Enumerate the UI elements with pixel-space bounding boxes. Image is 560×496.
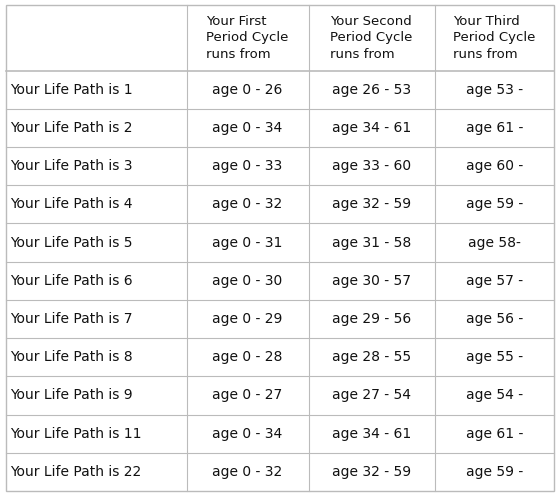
Text: age 59 -: age 59 - — [466, 465, 523, 479]
Text: Your Life Path is 7: Your Life Path is 7 — [10, 312, 133, 326]
Text: age 56 -: age 56 - — [466, 312, 523, 326]
Text: age 0 - 31: age 0 - 31 — [212, 236, 283, 249]
Text: Your Third
Period Cycle
runs from: Your Third Period Cycle runs from — [454, 15, 536, 61]
Text: age 31 - 58: age 31 - 58 — [332, 236, 411, 249]
Text: Your Life Path is 8: Your Life Path is 8 — [10, 350, 133, 364]
Text: age 0 - 34: age 0 - 34 — [212, 121, 283, 135]
Text: age 29 - 56: age 29 - 56 — [332, 312, 411, 326]
Text: age 59 -: age 59 - — [466, 197, 523, 211]
Text: age 0 - 27: age 0 - 27 — [212, 388, 283, 402]
Text: Your First
Period Cycle
runs from: Your First Period Cycle runs from — [207, 15, 289, 61]
Text: age 34 - 61: age 34 - 61 — [332, 427, 411, 441]
Text: Your Life Path is 6: Your Life Path is 6 — [10, 274, 133, 288]
Text: age 32 - 59: age 32 - 59 — [332, 465, 411, 479]
Text: Your Life Path is 4: Your Life Path is 4 — [10, 197, 133, 211]
Text: age 61 -: age 61 - — [466, 427, 523, 441]
Text: age 0 - 32: age 0 - 32 — [212, 465, 283, 479]
Text: age 57 -: age 57 - — [466, 274, 523, 288]
Text: Your Second
Period Cycle
runs from: Your Second Period Cycle runs from — [330, 15, 413, 61]
Text: age 27 - 54: age 27 - 54 — [332, 388, 411, 402]
Text: age 58-: age 58- — [468, 236, 521, 249]
Text: age 0 - 29: age 0 - 29 — [212, 312, 283, 326]
Text: age 61 -: age 61 - — [466, 121, 523, 135]
Text: Your Life Path is 9: Your Life Path is 9 — [10, 388, 133, 402]
Text: age 28 - 55: age 28 - 55 — [332, 350, 411, 364]
Text: age 34 - 61: age 34 - 61 — [332, 121, 411, 135]
Text: age 55 -: age 55 - — [466, 350, 523, 364]
Text: age 0 - 26: age 0 - 26 — [212, 83, 283, 97]
Text: age 32 - 59: age 32 - 59 — [332, 197, 411, 211]
Text: Your Life Path is 22: Your Life Path is 22 — [10, 465, 141, 479]
Text: Your Life Path is 1: Your Life Path is 1 — [10, 83, 133, 97]
Text: age 0 - 33: age 0 - 33 — [212, 159, 283, 173]
Text: Your Life Path is 5: Your Life Path is 5 — [10, 236, 133, 249]
Text: age 54 -: age 54 - — [466, 388, 523, 402]
Text: Your Life Path is 3: Your Life Path is 3 — [10, 159, 133, 173]
Text: Your Life Path is 11: Your Life Path is 11 — [10, 427, 142, 441]
Text: age 0 - 32: age 0 - 32 — [212, 197, 283, 211]
Text: age 0 - 28: age 0 - 28 — [212, 350, 283, 364]
Text: age 53 -: age 53 - — [466, 83, 523, 97]
Text: age 26 - 53: age 26 - 53 — [332, 83, 411, 97]
Text: age 0 - 34: age 0 - 34 — [212, 427, 283, 441]
Text: age 33 - 60: age 33 - 60 — [332, 159, 411, 173]
Text: age 30 - 57: age 30 - 57 — [332, 274, 411, 288]
Text: Your Life Path is 2: Your Life Path is 2 — [10, 121, 133, 135]
Text: age 0 - 30: age 0 - 30 — [212, 274, 283, 288]
Text: age 60 -: age 60 - — [466, 159, 523, 173]
